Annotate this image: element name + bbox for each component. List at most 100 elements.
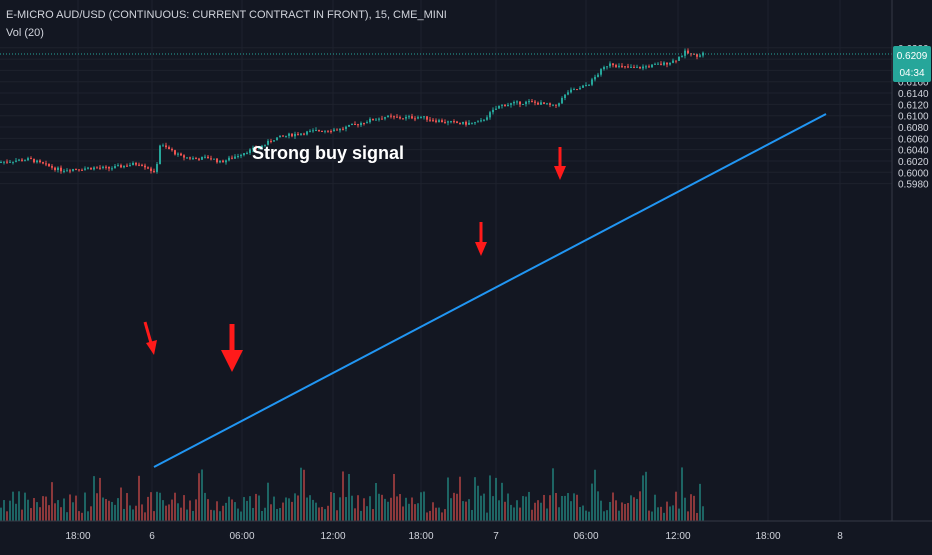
volume-bar xyxy=(504,501,506,521)
candle-body xyxy=(291,133,293,137)
candle-body xyxy=(672,60,674,63)
volume-bar xyxy=(36,502,38,521)
volume-bar xyxy=(702,506,704,521)
volume-bar xyxy=(348,473,350,521)
volume-bar xyxy=(120,487,122,521)
y-tick-label: 0.6120 xyxy=(898,100,929,111)
candle-body xyxy=(669,62,671,65)
candle-body xyxy=(237,156,239,158)
candle-body xyxy=(408,116,410,118)
volume-bar xyxy=(81,512,83,521)
candle-body xyxy=(399,117,401,119)
candle-body xyxy=(510,103,512,105)
volume-bar xyxy=(225,502,227,521)
volume-bar xyxy=(18,491,20,521)
candle-body xyxy=(222,160,224,163)
volume-bar xyxy=(501,482,503,521)
candle-body xyxy=(417,117,419,119)
volume-bar xyxy=(105,499,107,521)
volume-bar xyxy=(261,510,263,521)
volume-bar xyxy=(69,494,71,521)
volume-bar xyxy=(402,506,404,521)
volume-bar xyxy=(369,496,371,521)
volume-bar xyxy=(396,496,398,521)
candle-body xyxy=(534,101,536,103)
candle-body xyxy=(258,148,260,150)
candle-body xyxy=(363,123,365,125)
candle-body xyxy=(12,161,14,163)
volume-bar xyxy=(324,509,326,521)
volume-bar xyxy=(666,501,668,521)
volume-bar xyxy=(288,498,290,521)
volume-bar xyxy=(180,507,182,521)
candle-body xyxy=(576,89,578,91)
volume-bar xyxy=(195,499,197,521)
volume-bar xyxy=(678,508,680,521)
price-axis[interactable]: 0.62200.62000.61800.61600.61400.61200.61… xyxy=(891,0,932,550)
candle-body xyxy=(3,161,5,163)
volume-bar xyxy=(24,492,26,521)
candle-body xyxy=(432,119,434,121)
volume-bar xyxy=(453,492,455,521)
bar-countdown-label: 04:34 xyxy=(899,68,924,79)
volume-bar xyxy=(561,495,563,521)
volume-bar xyxy=(258,495,260,521)
volume-bar xyxy=(480,495,482,521)
candle-body xyxy=(678,56,680,61)
volume-bar xyxy=(636,498,638,521)
candle-body xyxy=(165,145,167,148)
volume-bar xyxy=(255,493,257,521)
candle-body xyxy=(309,130,311,132)
candle-body xyxy=(198,158,200,160)
candle-body xyxy=(687,50,689,54)
candle-body xyxy=(0,162,2,164)
candle-body xyxy=(414,118,416,120)
volume-bar xyxy=(33,498,35,521)
candle-body xyxy=(351,124,353,126)
volume-bar xyxy=(333,492,335,521)
volume-bar xyxy=(552,468,554,521)
candle-body xyxy=(159,145,161,165)
volume-bar xyxy=(432,502,434,521)
volume-bar xyxy=(405,497,407,521)
candle-body xyxy=(216,158,218,163)
volume-bar xyxy=(576,494,578,521)
volume-bar xyxy=(171,499,173,521)
candle-body xyxy=(582,85,584,88)
volume-bar xyxy=(651,511,653,521)
volume-bar xyxy=(6,511,8,521)
candle-body xyxy=(231,157,233,159)
volume-bar xyxy=(660,506,662,521)
volume-bar xyxy=(117,498,119,521)
candle-body xyxy=(594,76,596,80)
volume-bar xyxy=(93,476,95,521)
arrow-3 xyxy=(475,222,487,256)
candle-body xyxy=(651,64,653,68)
candle-body xyxy=(495,108,497,110)
candle-body xyxy=(123,165,125,168)
trendline[interactable] xyxy=(153,113,827,468)
candle-body xyxy=(57,167,59,171)
volume-bar xyxy=(669,506,671,521)
candle-body xyxy=(624,66,626,68)
candle-body xyxy=(327,130,329,132)
volume-bar xyxy=(609,502,611,521)
volume-bar xyxy=(603,511,605,521)
volume-bar xyxy=(165,505,167,521)
candle-body xyxy=(606,66,608,68)
volume-bar xyxy=(471,509,473,521)
volume-bar xyxy=(306,497,308,521)
candle-body xyxy=(15,160,17,162)
candle-body xyxy=(144,165,146,168)
candle-body xyxy=(321,130,323,132)
volume-bar xyxy=(252,507,254,521)
candle-body xyxy=(681,55,683,57)
volume-bar xyxy=(642,475,644,521)
candle-body xyxy=(102,166,104,168)
candle-body xyxy=(561,97,563,104)
volume-bar xyxy=(75,495,77,521)
volume-bar xyxy=(30,508,32,521)
time-axis[interactable]: 18:00 6 06:00 12:00 18:00 7 06:00 12:00 18:00 8 xyxy=(0,520,932,550)
volume-bar xyxy=(693,495,695,521)
